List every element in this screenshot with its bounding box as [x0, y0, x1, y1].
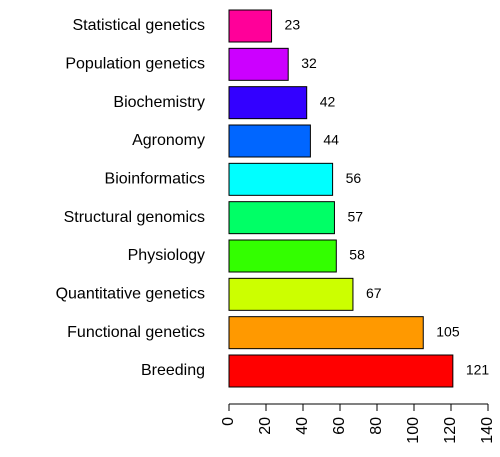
value-label: 105 — [436, 323, 460, 339]
x-tick-label: 40 — [294, 417, 311, 435]
value-label: 58 — [349, 247, 365, 263]
bar — [228, 316, 424, 350]
bar — [228, 354, 454, 388]
value-label: 56 — [346, 170, 362, 186]
x-tick-label: 140 — [479, 417, 496, 444]
category-label: Breeding — [141, 362, 205, 379]
category-label: Agronomy — [132, 132, 205, 149]
bar — [228, 277, 354, 311]
category-label: Bioinformatics — [105, 171, 205, 188]
value-label: 121 — [466, 362, 490, 378]
value-label: 42 — [320, 93, 336, 109]
x-tick-label: 100 — [405, 417, 422, 444]
value-label: 32 — [301, 55, 317, 71]
category-label: Population genetics — [65, 56, 205, 73]
bar — [228, 47, 289, 81]
category-label: Physiology — [128, 247, 205, 264]
category-label: Biochemistry — [113, 94, 205, 111]
bar — [228, 124, 311, 158]
category-label: Quantitative genetics — [56, 286, 205, 303]
category-label: Structural genomics — [64, 209, 205, 226]
bar — [228, 86, 308, 120]
x-tick-label: 20 — [257, 417, 274, 435]
value-label: 67 — [366, 285, 382, 301]
category-label: Functional genetics — [67, 324, 205, 341]
x-tick-label: 0 — [220, 417, 237, 426]
bar — [228, 162, 334, 196]
value-label: 57 — [347, 208, 363, 224]
bar — [228, 9, 273, 43]
bar — [228, 201, 335, 235]
value-label: 23 — [285, 17, 301, 33]
x-tick-label: 120 — [442, 417, 459, 444]
value-label: 44 — [323, 132, 339, 148]
category-label: Statistical genetics — [72, 17, 205, 34]
bar — [228, 239, 337, 273]
x-tick-label: 60 — [331, 417, 348, 435]
x-tick-label: 80 — [368, 417, 385, 435]
